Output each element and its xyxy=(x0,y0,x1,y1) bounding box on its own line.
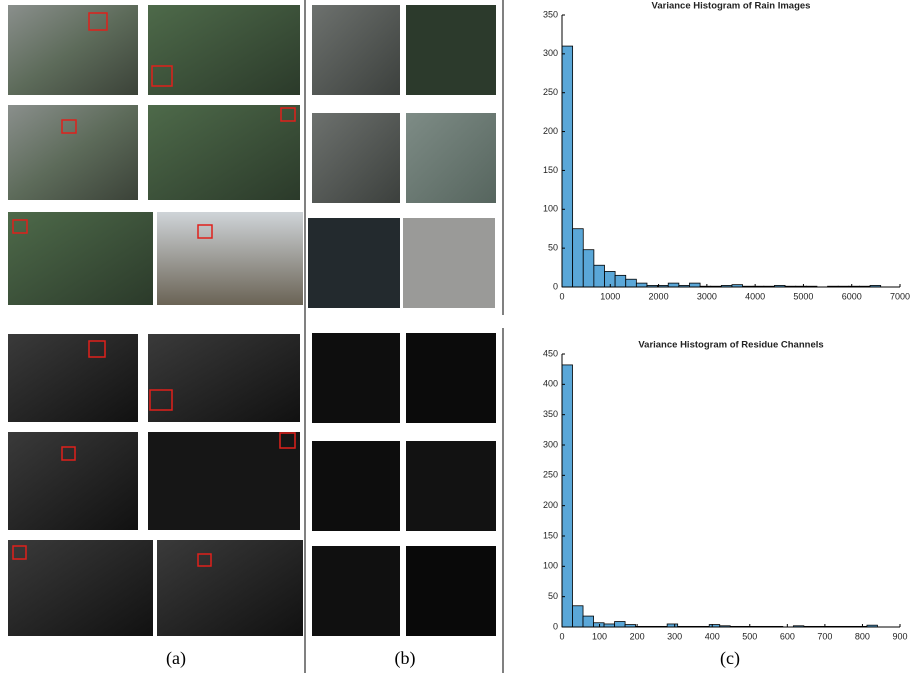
bar xyxy=(615,275,626,287)
y-tick-label: 100 xyxy=(543,561,558,571)
y-tick-label: 250 xyxy=(543,87,558,97)
y-tick-label: 50 xyxy=(548,591,558,601)
y-tick-label: 50 xyxy=(548,243,558,253)
bar xyxy=(583,250,594,287)
x-tick-label: 5000 xyxy=(793,291,813,301)
x-tick-label: 300 xyxy=(667,631,682,641)
y-tick-label: 0 xyxy=(553,621,558,631)
x-tick-label: 2000 xyxy=(649,291,669,301)
y-tick-label: 150 xyxy=(543,165,558,175)
bar xyxy=(689,283,700,287)
rain-patches xyxy=(308,5,496,308)
y-tick-label: 450 xyxy=(543,348,558,358)
bar xyxy=(583,616,594,627)
y-tick-label: 350 xyxy=(543,9,558,19)
y-tick-label: 300 xyxy=(543,48,558,58)
residue-photos xyxy=(8,334,303,636)
residue-patches xyxy=(312,333,496,636)
y-tick-label: 200 xyxy=(543,500,558,510)
x-tick-label: 4000 xyxy=(745,291,765,301)
bar xyxy=(562,46,573,287)
x-tick-label: 0 xyxy=(559,631,564,641)
x-tick-label: 3000 xyxy=(697,291,717,301)
caption: (b) xyxy=(395,648,416,669)
rain-photos xyxy=(8,5,303,305)
bar xyxy=(573,606,584,627)
y-tick-label: 300 xyxy=(543,439,558,449)
x-tick-label: 500 xyxy=(742,631,757,641)
x-tick-label: 400 xyxy=(705,631,720,641)
x-tick-label: 7000 xyxy=(890,291,910,301)
x-tick-label: 0 xyxy=(559,291,564,301)
bar xyxy=(626,279,637,287)
y-tick-label: 100 xyxy=(543,204,558,214)
bar xyxy=(562,365,573,627)
chart-title: Variance Histogram of Residue Channels xyxy=(638,340,823,351)
y-tick-label: 150 xyxy=(543,530,558,540)
x-tick-label: 800 xyxy=(855,631,870,641)
x-tick-label: 6000 xyxy=(842,291,862,301)
bar xyxy=(594,265,605,287)
x-tick-label: 900 xyxy=(892,631,907,641)
y-tick-label: 350 xyxy=(543,409,558,419)
y-tick-label: 400 xyxy=(543,379,558,389)
figure: (a) (b) (c) Variance Histogram of Rain I… xyxy=(0,0,918,673)
caption: (a) xyxy=(166,648,186,669)
x-tick-label: 200 xyxy=(630,631,645,641)
bar xyxy=(573,229,584,287)
x-tick-label: 100 xyxy=(592,631,607,641)
chart-title: Variance Histogram of Rain Images xyxy=(652,1,811,12)
x-tick-label: 700 xyxy=(817,631,832,641)
y-tick-label: 200 xyxy=(543,126,558,136)
bar xyxy=(636,283,647,287)
bar xyxy=(594,623,605,627)
bar xyxy=(668,283,679,287)
x-tick-label: 1000 xyxy=(600,291,620,301)
y-tick-label: 250 xyxy=(543,470,558,480)
y-tick-label: 0 xyxy=(553,281,558,291)
x-tick-label: 600 xyxy=(780,631,795,641)
caption: (c) xyxy=(720,648,740,669)
bar xyxy=(615,622,626,627)
